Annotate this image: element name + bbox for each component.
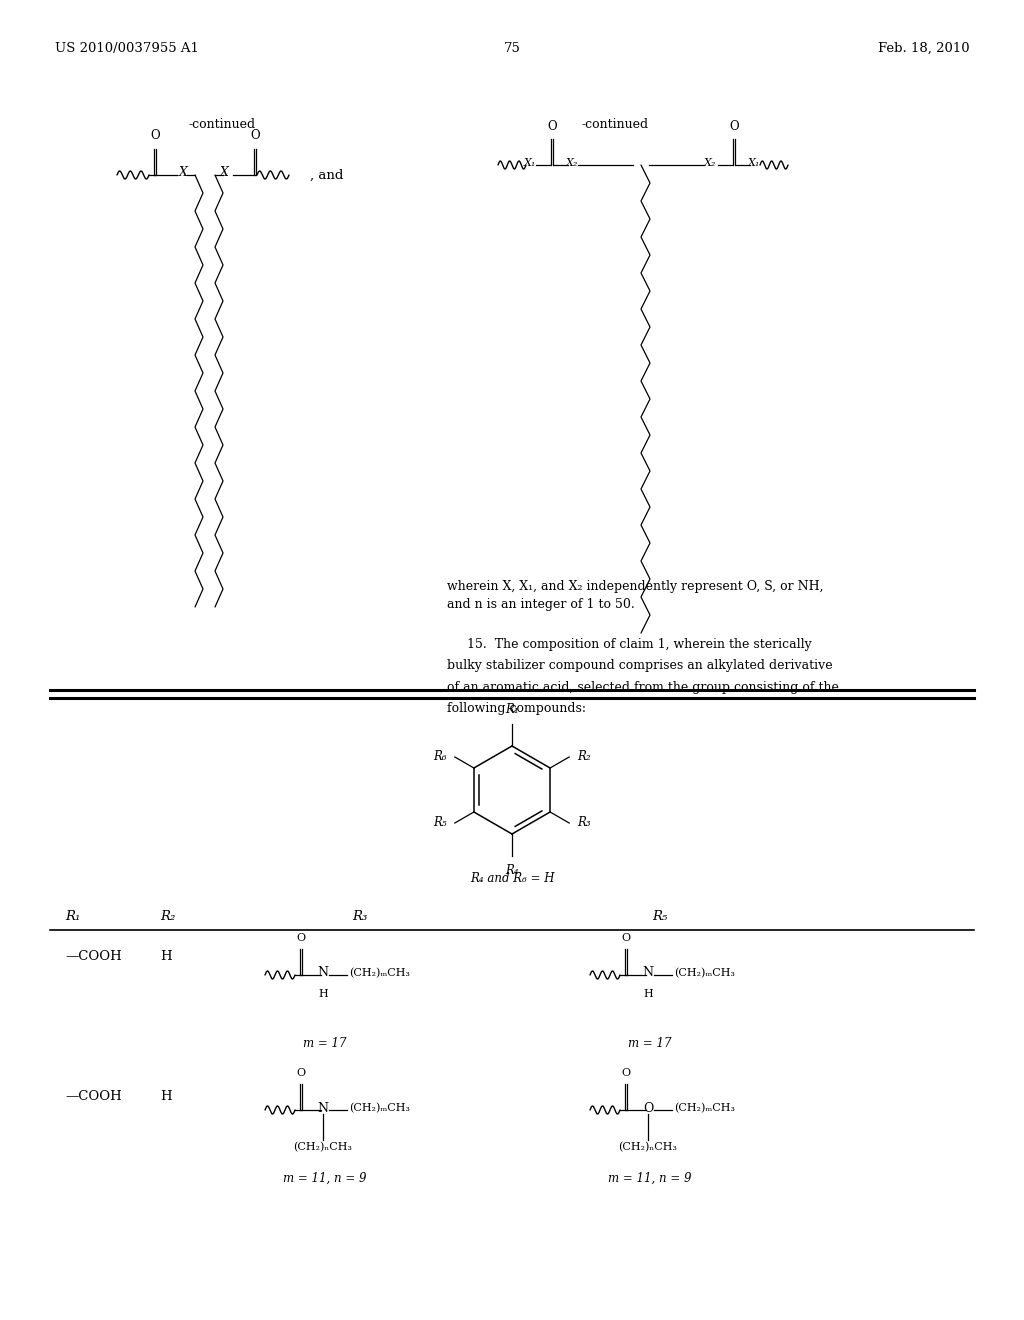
- Text: X₁: X₁: [748, 158, 760, 168]
- Text: wherein X, X₁, and X₂ independently represent O, S, or NH,: wherein X, X₁, and X₂ independently repr…: [447, 579, 823, 593]
- Text: m = 17: m = 17: [303, 1038, 347, 1049]
- Text: O: O: [622, 1068, 631, 1078]
- Text: O: O: [622, 933, 631, 942]
- Text: Feb. 18, 2010: Feb. 18, 2010: [879, 42, 970, 55]
- Text: O: O: [296, 1068, 305, 1078]
- Text: (CH₂)ₘCH₃: (CH₂)ₘCH₃: [349, 1102, 410, 1113]
- Text: (CH₂)ₘCH₃: (CH₂)ₘCH₃: [674, 1102, 735, 1113]
- Text: R₃: R₃: [578, 817, 591, 829]
- Text: 15.  The composition of claim 1, wherein the sterically: 15. The composition of claim 1, wherein …: [447, 638, 812, 651]
- Text: bulky stabilizer compound comprises an alkylated derivative: bulky stabilizer compound comprises an a…: [447, 659, 833, 672]
- Text: (CH₂)ₙCH₃: (CH₂)ₙCH₃: [618, 1142, 678, 1152]
- Text: H: H: [160, 1090, 172, 1104]
- Text: —COOH: —COOH: [65, 1090, 122, 1104]
- Text: R₅: R₅: [433, 817, 446, 829]
- Text: -continued: -continued: [188, 117, 256, 131]
- Text: R₁: R₁: [65, 909, 80, 923]
- Text: R₄: R₄: [505, 865, 519, 876]
- Text: O: O: [729, 120, 738, 133]
- Text: X₂: X₂: [703, 158, 716, 168]
- Text: H: H: [643, 989, 653, 999]
- Text: O: O: [151, 129, 160, 143]
- Text: R₃: R₃: [352, 909, 368, 923]
- Text: X₂: X₂: [566, 158, 579, 168]
- Text: of an aromatic acid, selected from the group consisting of the: of an aromatic acid, selected from the g…: [447, 681, 839, 694]
- Text: X: X: [179, 166, 187, 180]
- Text: R₂: R₂: [160, 909, 175, 923]
- Text: H: H: [160, 950, 172, 964]
- Text: N: N: [317, 966, 329, 979]
- Text: 75: 75: [504, 42, 520, 55]
- Text: O: O: [547, 120, 557, 133]
- Text: m = 11, n = 9: m = 11, n = 9: [608, 1172, 692, 1185]
- Text: m = 11, n = 9: m = 11, n = 9: [284, 1172, 367, 1185]
- Text: N: N: [317, 1101, 329, 1114]
- Text: —COOH: —COOH: [65, 950, 122, 964]
- Text: R₅: R₅: [652, 909, 668, 923]
- Text: O: O: [643, 1101, 653, 1114]
- Text: m = 17: m = 17: [629, 1038, 672, 1049]
- Text: (CH₂)ₘCH₃: (CH₂)ₘCH₃: [349, 968, 410, 978]
- Text: following compounds:: following compounds:: [447, 702, 586, 715]
- Text: US 2010/0037955 A1: US 2010/0037955 A1: [55, 42, 199, 55]
- Text: -continued: -continued: [582, 117, 648, 131]
- Text: R₁: R₁: [505, 704, 519, 715]
- Text: R₆: R₆: [433, 751, 446, 763]
- Text: and n is an integer of 1 to 50.: and n is an integer of 1 to 50.: [447, 598, 635, 611]
- Text: O: O: [296, 933, 305, 942]
- Text: H: H: [318, 989, 328, 999]
- Text: (CH₂)ₙCH₃: (CH₂)ₙCH₃: [294, 1142, 352, 1152]
- Text: N: N: [642, 966, 653, 979]
- Text: X: X: [220, 166, 229, 180]
- Text: R₂: R₂: [578, 751, 591, 763]
- Text: R₄ and R₆ = H: R₄ and R₆ = H: [470, 873, 554, 884]
- Text: X₁: X₁: [524, 158, 537, 168]
- Text: O: O: [250, 129, 260, 143]
- Text: (CH₂)ₘCH₃: (CH₂)ₘCH₃: [674, 968, 735, 978]
- Text: , and: , and: [310, 169, 343, 181]
